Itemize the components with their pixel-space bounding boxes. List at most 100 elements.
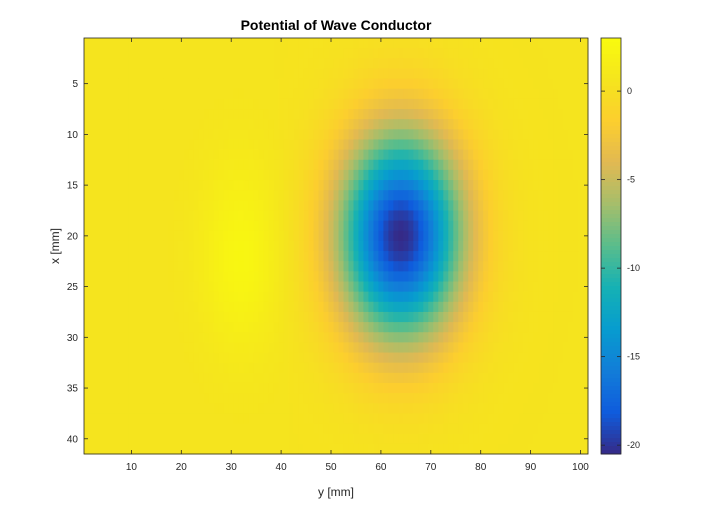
heatmap-cell <box>363 372 369 384</box>
heatmap-cell <box>463 129 469 140</box>
heatmap-cell <box>178 433 185 445</box>
heatmap-cell <box>518 68 524 80</box>
heatmap-cell <box>563 240 569 252</box>
heatmap-cell <box>403 169 409 181</box>
heatmap-cell <box>498 271 504 283</box>
heatmap-cell <box>538 78 544 90</box>
heatmap-cell <box>583 271 589 283</box>
colorbar-segment <box>601 154 621 159</box>
heatmap-cell <box>573 230 579 242</box>
heatmap-cell <box>403 129 409 140</box>
heatmap-cell <box>513 169 519 181</box>
heatmap-cell <box>578 220 584 232</box>
heatmap-cell <box>368 433 374 445</box>
heatmap-cell <box>273 58 280 69</box>
heatmap-cell <box>108 240 115 252</box>
heatmap-cell <box>418 169 424 181</box>
heatmap-cell <box>383 240 389 252</box>
heatmap-cell <box>413 271 419 283</box>
heatmap-cell <box>428 372 434 384</box>
heatmap-cell <box>138 322 145 333</box>
heatmap-cell <box>333 149 339 161</box>
heatmap-cell <box>203 311 210 323</box>
heatmap-cell <box>193 220 200 232</box>
heatmap-cell <box>168 78 175 90</box>
heatmap-cell <box>84 119 90 130</box>
heatmap-cell <box>178 362 185 374</box>
heatmap-cell <box>123 38 130 49</box>
heatmap-cell <box>128 78 135 90</box>
heatmap-cell <box>498 58 504 69</box>
heatmap-cell <box>198 139 205 151</box>
heatmap-cell <box>508 210 514 222</box>
heatmap-cell <box>478 372 484 384</box>
heatmap-cell <box>483 190 489 201</box>
heatmap-cell <box>428 58 434 69</box>
heatmap-cell <box>178 352 185 364</box>
heatmap-cell <box>543 159 549 171</box>
heatmap-cell <box>448 332 454 343</box>
heatmap-cell <box>143 109 150 120</box>
heatmap-cell <box>323 382 330 394</box>
heatmap-cell <box>323 180 330 191</box>
heatmap-cell <box>573 109 579 120</box>
heatmap-cell <box>518 210 524 222</box>
heatmap-cell <box>393 382 399 394</box>
heatmap-cell <box>84 311 90 323</box>
heatmap-cell <box>233 382 240 394</box>
heatmap-cell <box>193 393 200 404</box>
colorbar-segment <box>601 70 621 75</box>
heatmap-cell <box>493 342 499 354</box>
heatmap-cell <box>343 98 349 110</box>
heatmap-cell <box>368 261 374 272</box>
heatmap-cell <box>298 190 305 201</box>
heatmap-cell <box>343 109 349 120</box>
heatmap-cell <box>203 240 210 252</box>
heatmap-cell <box>533 119 539 130</box>
heatmap-cell <box>238 362 245 374</box>
heatmap-cell <box>138 240 145 252</box>
heatmap-cell <box>143 58 150 69</box>
heatmap-cell <box>193 322 200 333</box>
heatmap-cell <box>363 433 369 445</box>
y-tick-label: 35 <box>67 384 79 395</box>
heatmap-cell <box>503 291 509 303</box>
heatmap-cell <box>163 332 170 343</box>
heatmap-cell <box>168 119 175 130</box>
heatmap-cell <box>408 240 414 252</box>
heatmap-cell <box>543 109 549 120</box>
heatmap-cell <box>298 393 305 404</box>
heatmap-cell <box>173 78 180 90</box>
heatmap-cell <box>338 48 344 59</box>
heatmap-cell <box>318 362 325 374</box>
heatmap-cell <box>443 119 449 130</box>
heatmap-cell <box>103 98 110 110</box>
heatmap-cell <box>278 119 285 130</box>
heatmap-cell <box>118 149 125 161</box>
heatmap-cell <box>273 98 280 110</box>
heatmap-cell <box>188 230 195 242</box>
heatmap-cell <box>423 159 429 171</box>
heatmap-cell <box>473 240 479 252</box>
heatmap-cell <box>358 251 364 262</box>
heatmap-cell <box>363 98 369 110</box>
heatmap-cell <box>463 382 469 394</box>
heatmap-cell <box>198 403 205 414</box>
heatmap-cell <box>263 149 270 161</box>
heatmap-cell <box>268 423 275 435</box>
heatmap-cell <box>368 210 374 222</box>
heatmap-cell <box>538 220 544 232</box>
heatmap-cell <box>348 322 354 333</box>
heatmap-cell <box>308 159 315 171</box>
heatmap-cell <box>333 230 339 242</box>
heatmap-cell <box>348 129 354 140</box>
heatmap-cell <box>98 342 105 354</box>
heatmap-cell <box>408 220 414 232</box>
heatmap-cell <box>148 403 155 414</box>
heatmap-cell <box>388 220 394 232</box>
heatmap-cell <box>118 382 125 394</box>
heatmap-cell <box>328 58 334 69</box>
heatmap-cell <box>168 169 175 181</box>
heatmap-cell <box>198 342 205 354</box>
heatmap-cell <box>193 301 200 313</box>
